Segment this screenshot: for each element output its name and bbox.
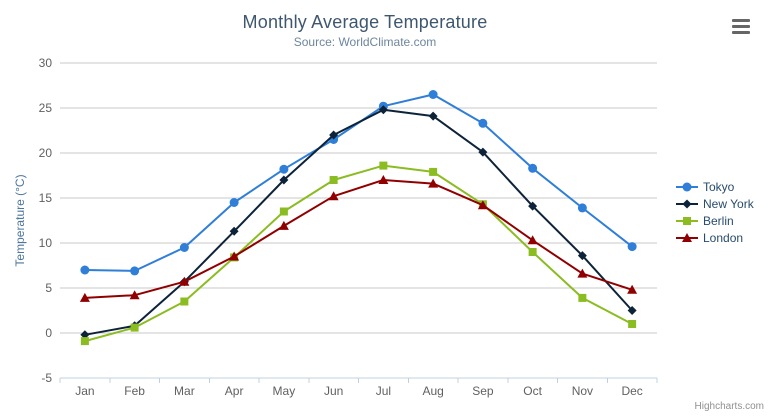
legend-symbol-london (682, 232, 692, 242)
data-point-tokyo-aug[interactable] (428, 90, 438, 99)
legend-item-london[interactable]: London (676, 229, 754, 246)
data-point-new-york-jul[interactable] (378, 105, 388, 115)
data-point-berlin-may[interactable] (279, 207, 288, 216)
data-point-london-dec[interactable] (627, 284, 638, 294)
x-axis-tick-label: Aug (422, 384, 443, 398)
x-axis-tick-label: Jun (324, 384, 343, 398)
x-axis-tick-label: Apr (225, 384, 244, 398)
hamburger-bar (732, 25, 750, 28)
x-axis-tick-label: Feb (124, 384, 145, 398)
data-point-berlin-jun[interactable] (329, 176, 338, 184)
y-axis-tick-label: 0 (45, 326, 52, 340)
legend-symbol-tokyo (682, 182, 692, 191)
data-point-london-apr[interactable] (229, 251, 240, 261)
data-point-tokyo-may[interactable] (279, 164, 289, 174)
data-point-tokyo-dec[interactable] (627, 242, 637, 252)
x-axis-tick-label: Mar (174, 384, 195, 398)
series-line-berlin (83, 164, 634, 343)
series-line-london (83, 179, 634, 299)
x-axis-tick-label: Oct (523, 384, 542, 398)
legend-symbol-berlin (683, 216, 691, 225)
hamburger-bar (732, 19, 750, 22)
legend-marker-square-icon (676, 216, 698, 225)
y-axis-tick-label: 10 (39, 236, 53, 250)
legend-symbol-new-york (682, 199, 692, 208)
data-point-london-oct[interactable] (527, 235, 538, 245)
data-point-tokyo-nov[interactable] (577, 203, 587, 213)
series-line-new-york (83, 108, 634, 336)
y-axis-tick-label: 15 (39, 191, 53, 205)
y-axis-tick-label: 20 (39, 146, 53, 160)
y-axis-tick-label: 25 (39, 101, 53, 115)
credits-link[interactable]: Highcharts.com (694, 401, 764, 412)
series-london (79, 175, 638, 302)
data-point-new-york-may[interactable] (279, 175, 289, 185)
data-point-berlin-jan[interactable] (80, 337, 89, 346)
y-axis-tick-label: 30 (39, 56, 53, 70)
data-point-berlin-oct[interactable] (528, 248, 537, 256)
data-point-new-york-dec[interactable] (627, 306, 637, 315)
y-axis-title: Temperature (°C) (13, 174, 27, 266)
data-point-london-aug[interactable] (428, 178, 439, 188)
data-point-berlin-mar[interactable] (180, 297, 189, 306)
series-new-york (80, 105, 637, 340)
legend-label: New York (703, 196, 754, 211)
chart-title: Monthly Average Temperature (242, 12, 488, 32)
data-point-new-york-jan[interactable] (80, 330, 90, 340)
x-axis-tick-label: Jan (75, 384, 94, 398)
data-point-tokyo-mar[interactable] (179, 243, 189, 252)
data-point-london-mar[interactable] (179, 276, 190, 286)
x-axis-tick-label: Sep (472, 384, 494, 398)
data-point-new-york-oct[interactable] (528, 201, 538, 211)
x-axis-tick-label: Jul (376, 384, 391, 398)
data-point-berlin-aug[interactable] (429, 167, 438, 176)
hamburger-bar (732, 31, 750, 34)
legend-label: Tokyo (703, 179, 735, 194)
series-line-tokyo (83, 93, 634, 272)
x-axis-tick-label: May (273, 384, 296, 398)
legend-item-berlin[interactable]: Berlin (676, 212, 754, 229)
data-point-london-jan[interactable] (79, 292, 90, 302)
data-point-tokyo-sep[interactable] (478, 118, 488, 128)
y-axis-tick-label: 5 (45, 281, 52, 295)
data-point-new-york-jun[interactable] (329, 130, 339, 140)
data-point-tokyo-jan[interactable] (80, 265, 90, 275)
data-point-berlin-jul[interactable] (379, 161, 388, 170)
data-point-new-york-apr[interactable] (229, 226, 239, 236)
data-point-london-feb[interactable] (129, 290, 140, 300)
legend-item-new-york[interactable]: New York (676, 195, 754, 212)
data-point-berlin-feb[interactable] (130, 323, 139, 332)
data-point-berlin-nov[interactable] (578, 293, 587, 302)
data-point-new-york-sep[interactable] (478, 147, 488, 157)
legend-marker-diamond-icon (676, 199, 698, 208)
data-point-new-york-aug[interactable] (428, 111, 438, 121)
x-axis-tick-label: Nov (572, 384, 593, 398)
data-point-berlin-dec[interactable] (628, 320, 637, 328)
series-tokyo (80, 90, 637, 276)
legend-marker-circle-icon (676, 182, 698, 191)
data-point-tokyo-feb[interactable] (130, 266, 140, 276)
data-point-london-sep[interactable] (477, 200, 488, 210)
data-point-london-may[interactable] (278, 220, 289, 230)
data-point-london-nov[interactable] (577, 268, 588, 278)
legend-marker-triangle-icon (676, 232, 698, 242)
chart-subtitle: Source: WorldClimate.com (293, 35, 437, 49)
legend-label: London (703, 230, 744, 245)
x-axis-tick-label: Dec (621, 384, 642, 398)
data-point-new-york-nov[interactable] (577, 251, 587, 261)
legend: Tokyo New York Berlin London (676, 178, 754, 246)
legend-label: Berlin (703, 213, 734, 228)
data-point-london-jul[interactable] (378, 175, 389, 184)
hamburger-menu-icon[interactable] (732, 19, 750, 34)
data-point-tokyo-apr[interactable] (229, 198, 239, 207)
data-point-london-jun[interactable] (328, 191, 339, 201)
data-point-tokyo-oct[interactable] (528, 163, 538, 173)
y-axis-tick-label: -5 (41, 371, 52, 385)
legend-item-tokyo[interactable]: Tokyo (676, 178, 754, 195)
